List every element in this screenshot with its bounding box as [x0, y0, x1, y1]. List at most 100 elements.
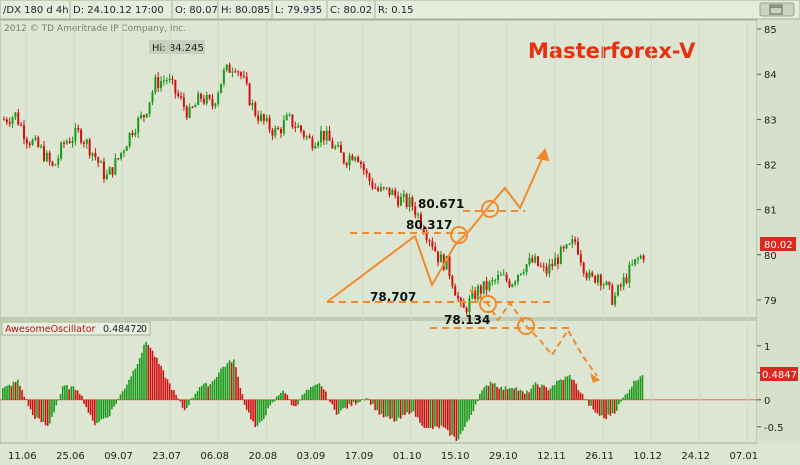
- candle-body: [145, 113, 148, 118]
- ao-bar: [156, 357, 158, 400]
- ao-bar: [173, 390, 175, 400]
- ao-bar: [51, 399, 53, 417]
- candle-body: [31, 139, 34, 145]
- candle-body: [3, 119, 5, 121]
- ao-bar: [601, 399, 603, 416]
- ao-bar: [479, 393, 481, 400]
- ao-bar: [434, 399, 436, 427]
- x-tick-label: 20.08: [249, 451, 278, 462]
- candle-body: [531, 257, 534, 263]
- candle-body: [111, 167, 114, 175]
- candle-body: [477, 285, 480, 299]
- candle-body: [225, 64, 228, 71]
- candle-body: [77, 128, 80, 130]
- ao-bar: [566, 376, 569, 400]
- candle-body: [434, 246, 437, 252]
- candle-body: [285, 114, 288, 121]
- candle-body: [345, 163, 348, 166]
- ao-bar: [108, 399, 111, 417]
- candle-body: [554, 257, 557, 267]
- bear-path: [469, 289, 598, 377]
- ao-bar: [111, 399, 113, 410]
- ao-bar: [239, 387, 242, 400]
- ao-bar: [374, 399, 376, 411]
- ao-bar: [66, 385, 68, 400]
- candle-body: [168, 78, 171, 81]
- candle-body: [182, 97, 185, 107]
- candle-body: [602, 284, 605, 286]
- candle-body: [568, 243, 571, 245]
- ao-bar: [547, 390, 550, 400]
- ao-bar: [618, 399, 620, 405]
- candle-body: [302, 131, 305, 137]
- candle-body: [437, 251, 440, 263]
- ao-bar: [44, 399, 47, 426]
- ao-bar: [271, 399, 274, 403]
- ao-bar: [363, 399, 366, 401]
- candle-body: [591, 272, 594, 276]
- candle-body: [514, 281, 517, 285]
- candle-body: [131, 132, 134, 135]
- candle-body: [411, 197, 414, 207]
- ao-bar: [509, 388, 511, 400]
- ao-bar: [504, 386, 507, 400]
- ao-bar: [429, 399, 432, 428]
- ao-bar: [603, 399, 605, 419]
- ao-bar: [292, 399, 295, 406]
- candle-body: [294, 126, 297, 128]
- candle-body: [585, 273, 588, 279]
- ao-bar: [40, 399, 43, 423]
- ao-bar: [209, 384, 212, 400]
- maximize-icon[interactable]: [759, 2, 795, 17]
- ao-bar: [136, 363, 139, 400]
- candle-body: [231, 71, 234, 73]
- ao-bar: [590, 399, 592, 406]
- header-close: C: 80.02: [330, 5, 372, 16]
- ao-bar: [177, 398, 180, 400]
- candle-body: [539, 265, 542, 267]
- price-tick-label: 82: [764, 160, 777, 171]
- candle-body: [148, 102, 151, 114]
- price-tag-bg: [760, 237, 796, 251]
- ao-bar: [427, 399, 430, 429]
- ao-bar: [417, 399, 419, 418]
- ao-bar: [380, 399, 383, 414]
- ao-tag: 0.4847: [762, 370, 797, 381]
- candle-body: [488, 281, 491, 291]
- candle-body: [299, 125, 302, 132]
- ao-bar: [487, 385, 490, 400]
- ao-bar: [213, 379, 216, 400]
- candle-body: [82, 142, 85, 144]
- candle-body: [382, 187, 385, 189]
- ao-bar: [21, 390, 23, 400]
- ao-bar: [635, 380, 637, 400]
- candle-body: [419, 214, 422, 228]
- candle-body: [605, 281, 608, 285]
- candle-body: [631, 264, 634, 266]
- ao-bar: [258, 399, 261, 423]
- ao-bar: [397, 399, 400, 418]
- ao-bar: [605, 399, 607, 420]
- candle-body: [114, 158, 117, 175]
- swing-path: [414, 229, 471, 288]
- candle-body: [556, 257, 559, 265]
- candle-body: [180, 96, 183, 98]
- ao-bar: [312, 386, 314, 400]
- ao-bar: [248, 399, 250, 413]
- ao-bar: [61, 386, 64, 400]
- ao-bar: [72, 386, 75, 400]
- ao-bar: [352, 399, 355, 403]
- ao-bar: [393, 399, 396, 422]
- candle-body: [37, 137, 40, 147]
- ao-bar: [198, 387, 201, 400]
- candle-body: [485, 281, 488, 291]
- candle-body: [128, 132, 131, 147]
- header-symbol[interactable]: /DX 180 d 4h: [3, 5, 69, 16]
- ao-bar: [325, 391, 327, 400]
- ao-bar: [203, 383, 205, 400]
- ao-bar: [348, 399, 351, 405]
- ao-bar: [387, 399, 389, 417]
- ao-name[interactable]: AwesomeOscillator: [5, 324, 96, 335]
- candle-body: [405, 194, 408, 207]
- candle-body: [636, 258, 639, 260]
